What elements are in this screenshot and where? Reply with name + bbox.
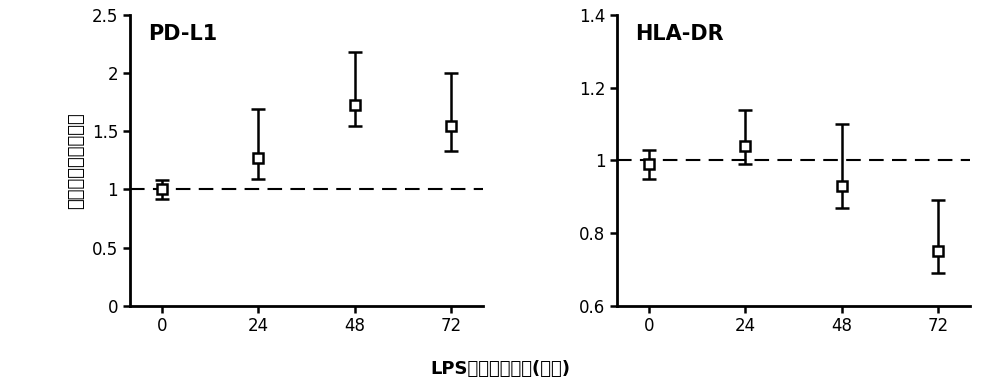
Text: PD-L1: PD-L1 [148,24,217,44]
Text: LPS刺激后的时间(小时): LPS刺激后的时间(小时) [430,360,570,378]
Text: HLA-DR: HLA-DR [635,24,723,44]
Y-axis label: 相对于对照组的表现: 相对于对照组的表现 [67,112,85,209]
